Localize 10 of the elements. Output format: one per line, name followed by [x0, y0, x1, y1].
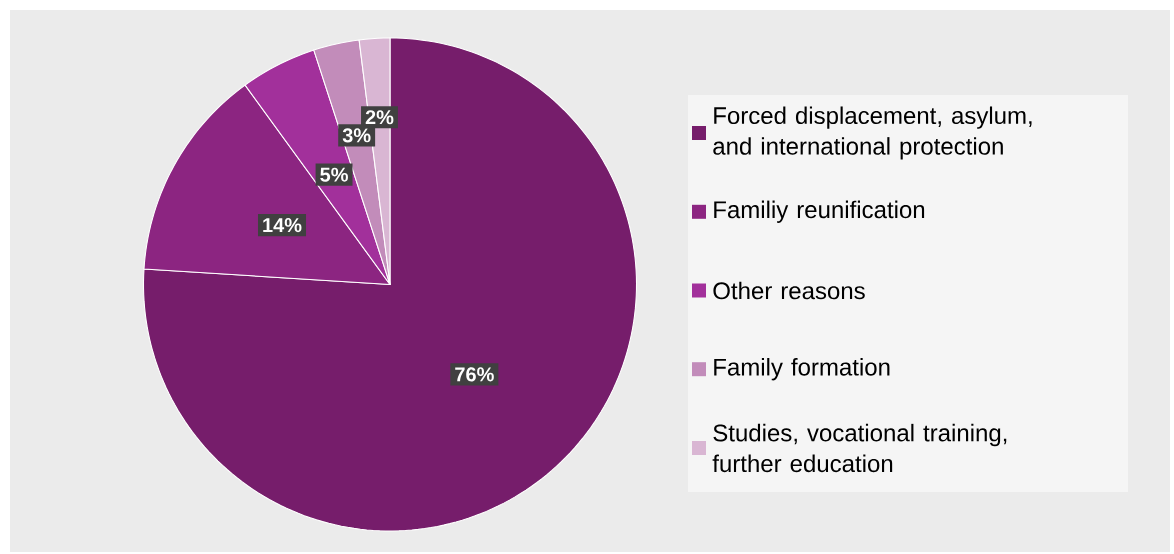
data-label: 14% [263, 218, 302, 233]
data-label: 3% [342, 128, 371, 143]
legend-label: Familiy reunification [714, 200, 925, 223]
legend-label: Studies, vocational training, further education [712, 423, 1007, 473]
data-label: 5% [320, 167, 348, 182]
legend-label: Family formation [714, 358, 890, 381]
legend-label: Other reasons [713, 281, 865, 300]
legend-label: Forced displacement, asylum, and international protection [713, 106, 1032, 160]
data-label: 76% [455, 367, 494, 382]
data-label: 2% [365, 110, 394, 125]
